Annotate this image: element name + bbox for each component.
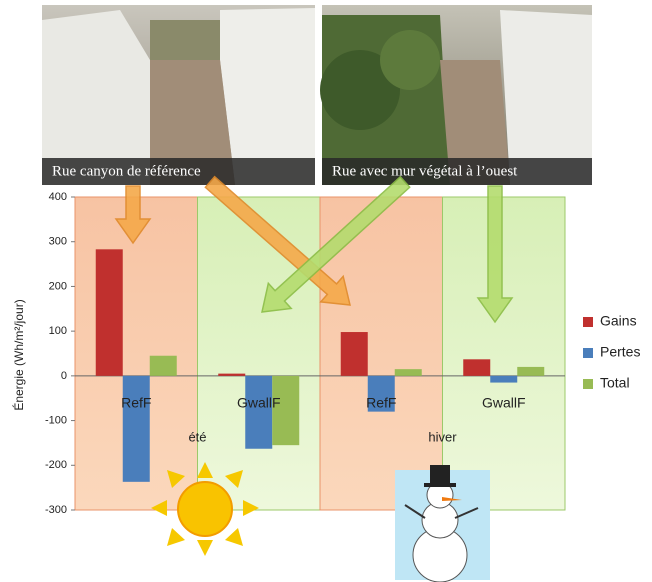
arrows [114,175,514,324]
legend: Gains Pertes Total [583,313,640,391]
bar [394,369,422,376]
caption: Rue canyon de référence [52,163,201,179]
y-tick-label: 300 [49,236,67,248]
x-tick-label: GwallF [482,395,526,411]
y-tick-label: 200 [49,280,67,292]
sun-icon [151,462,259,556]
legend-swatch [583,379,593,389]
captions: Rue canyon de référence Rue avec mur vég… [42,158,592,185]
group-background [197,196,321,511]
bar [245,375,273,449]
plot: -300 -200 -100 0 100 200 300 400 RefF GwallF RefF G… [45,191,565,516]
y-tick-label: 100 [49,325,67,337]
x-tick-label: GwallF [237,395,281,411]
bar [95,249,123,376]
bar [517,366,545,376]
x-tick-label: RefF [366,395,396,411]
season-label: hiver [428,429,457,444]
bar [272,375,300,446]
arrow [261,175,411,313]
y-axis-title: Énergie (Wh/m²/jour) [11,299,26,410]
bar [340,332,368,376]
bar [463,359,491,376]
legend-label: Total [600,375,630,391]
season-label: été [188,429,206,444]
arrow [114,185,152,245]
y-tick-label: -200 [45,459,67,471]
y-tick-label: -300 [45,504,67,516]
y-tick-label: 0 [61,370,67,382]
bar [122,375,150,482]
bar [367,375,395,412]
photo-right [320,5,592,185]
snowman-icon [395,465,490,582]
y-tick-label: -100 [45,414,67,426]
legend-swatch [583,317,593,327]
x-tick-label: RefF [121,395,151,411]
bar [490,375,518,383]
group-background [442,196,566,511]
legend-label: Gains [600,313,637,329]
legend-label: Pertes [600,344,640,360]
legend-swatch [583,348,593,358]
bar [149,355,177,376]
bar [218,373,246,376]
arrow [476,185,514,324]
caption: Rue avec mur végétal à l’ouest [332,163,518,179]
y-tick-label: 400 [49,191,67,203]
photo-left [42,5,315,185]
